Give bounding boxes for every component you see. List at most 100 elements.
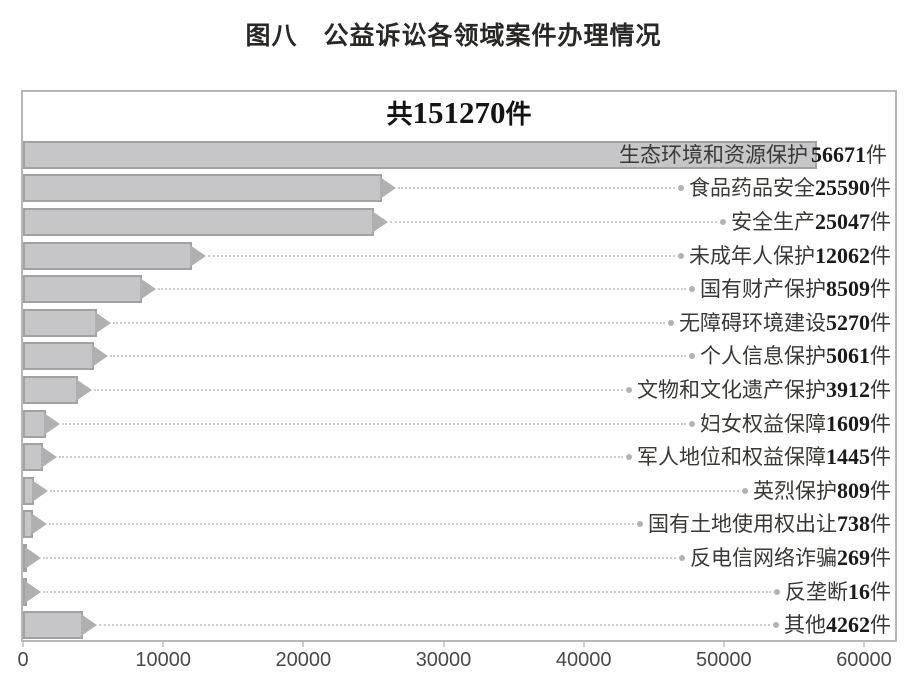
- bar-row: 其他4262件: [23, 608, 895, 642]
- bar-unit: 件: [870, 446, 891, 470]
- axis-tick-label: 60000: [836, 649, 892, 671]
- bar-label: 无障碍环境建设5270件: [679, 309, 891, 335]
- leader-line: [50, 489, 739, 492]
- leader-line: [59, 456, 623, 459]
- leader-line: [94, 388, 623, 391]
- bar-category: 国有土地使用权出让: [648, 513, 837, 537]
- bar-unit: 件: [870, 546, 891, 570]
- bar-arrow-icon: [372, 210, 388, 233]
- bar-arrow-icon: [76, 378, 92, 401]
- bar-value: 5061: [826, 343, 870, 369]
- bar-value: 809: [837, 477, 870, 503]
- axis-tick-label: 50000: [696, 649, 752, 671]
- bar: [23, 174, 382, 203]
- bar-category: 反电信网络诈骗: [690, 546, 837, 570]
- bar-row: 国有土地使用权出让738件: [23, 508, 895, 542]
- bar-unit: 件: [870, 580, 891, 604]
- bar-category: 未成年人保护: [689, 244, 815, 268]
- bar-value: 1445: [826, 444, 870, 470]
- leader-dot-icon: [689, 286, 695, 293]
- bar-arrow-icon: [41, 446, 57, 469]
- bar-row: 国有财产保护8509件: [23, 272, 895, 306]
- axis-tick-label: 0: [17, 649, 29, 671]
- leader-line: [158, 288, 686, 291]
- bar-arrow-icon: [25, 546, 41, 569]
- bar-label: 食品药品安全25590件: [689, 175, 891, 201]
- leader-dot-icon: [637, 521, 643, 528]
- bar-arrow-icon: [92, 345, 108, 368]
- leader-line: [49, 523, 634, 526]
- bar: [23, 409, 46, 438]
- axis-tick: [302, 642, 304, 647]
- bar-category: 个人信息保护: [700, 345, 826, 369]
- leader-line: [43, 556, 676, 559]
- bar-label: 妇女权益保障1609件: [700, 410, 891, 436]
- bar-unit: 件: [870, 311, 891, 335]
- axis-tick: [863, 642, 865, 647]
- bar-row: 安全生产25047件: [23, 205, 895, 239]
- bar-label: 国有财产保护8509件: [700, 278, 891, 302]
- bar: [23, 275, 142, 304]
- axis-tick-label: 20000: [275, 649, 332, 671]
- bar-arrow-icon: [140, 278, 156, 301]
- bar-label: 国有土地使用权出让738件: [648, 513, 891, 537]
- leader-dot-icon: [626, 386, 632, 393]
- axis-tick-label: 40000: [555, 649, 612, 671]
- leader-dot-icon: [773, 622, 779, 629]
- chart-total-prefix: 共: [386, 99, 413, 129]
- bar-category: 英烈保护: [753, 479, 837, 503]
- bar-arrow-icon: [190, 244, 206, 267]
- bar-category: 文物和文化遗产保护: [637, 378, 826, 402]
- leader-line: [62, 422, 686, 425]
- leader-dot-icon: [689, 420, 695, 427]
- bar-value: 12062: [815, 242, 870, 268]
- leader-line: [113, 321, 665, 324]
- bar: [23, 443, 43, 472]
- leader-dot-icon: [678, 185, 684, 192]
- chart-total-number: 151270: [412, 95, 506, 130]
- bar-label: 反垄断16件: [785, 580, 891, 604]
- bar-value: 269: [837, 544, 870, 570]
- bar-label: 文物和文化遗产保护3912件: [637, 378, 891, 402]
- bar-arrow-icon: [380, 177, 396, 200]
- bar-row: 个人信息保护5061件: [23, 340, 895, 374]
- leader-line: [110, 355, 686, 358]
- bar-row: 生态环境和资源保护 56671件: [23, 138, 895, 172]
- bar-row: 军人地位和权益保障1445件: [23, 440, 895, 474]
- leader-line: [43, 590, 771, 593]
- bar-unit: 件: [870, 412, 891, 436]
- bar-value: 25590: [815, 175, 870, 201]
- bar-category: 妇女权益保障: [700, 412, 826, 436]
- bar-arrow-icon: [31, 513, 47, 536]
- bar-label: 英烈保护809件: [753, 477, 891, 503]
- bar-unit: 件: [866, 143, 887, 167]
- bar-value: 1609: [826, 410, 870, 436]
- bar-arrow-icon: [81, 614, 97, 637]
- leader-dot-icon: [774, 588, 780, 595]
- bar: [23, 342, 94, 371]
- leader-dot-icon: [720, 218, 726, 225]
- bar: [23, 308, 97, 337]
- bar-unit: 件: [870, 378, 891, 402]
- bar-label: 生态环境和资源保护 56671件: [619, 141, 887, 167]
- bar-unit: 件: [870, 210, 891, 234]
- leader-line: [390, 220, 717, 223]
- bar-unit: 件: [870, 513, 891, 537]
- bar-category: 国有财产保护: [700, 278, 826, 302]
- x-axis: 0 10000 20000 30000 40000 50000 60000: [17, 642, 897, 684]
- bar-row: 反垄断16件: [23, 575, 895, 609]
- leader-line: [398, 187, 675, 190]
- bar-category: 无障碍环境建设: [679, 311, 826, 335]
- bar-unit: 件: [870, 614, 891, 638]
- axis-tick-label: 30000: [415, 649, 472, 671]
- bar-value: 56671: [811, 141, 866, 167]
- bar-unit: 件: [870, 479, 891, 503]
- axis-tick: [583, 642, 585, 647]
- chart-total: 共151270件: [23, 94, 895, 138]
- bar-row: 食品药品安全25590件: [23, 172, 895, 206]
- leader-dot-icon: [679, 554, 685, 561]
- bar-value: 5270: [826, 309, 870, 335]
- bar-row: 英烈保护809件: [23, 474, 895, 508]
- bar: [23, 140, 817, 169]
